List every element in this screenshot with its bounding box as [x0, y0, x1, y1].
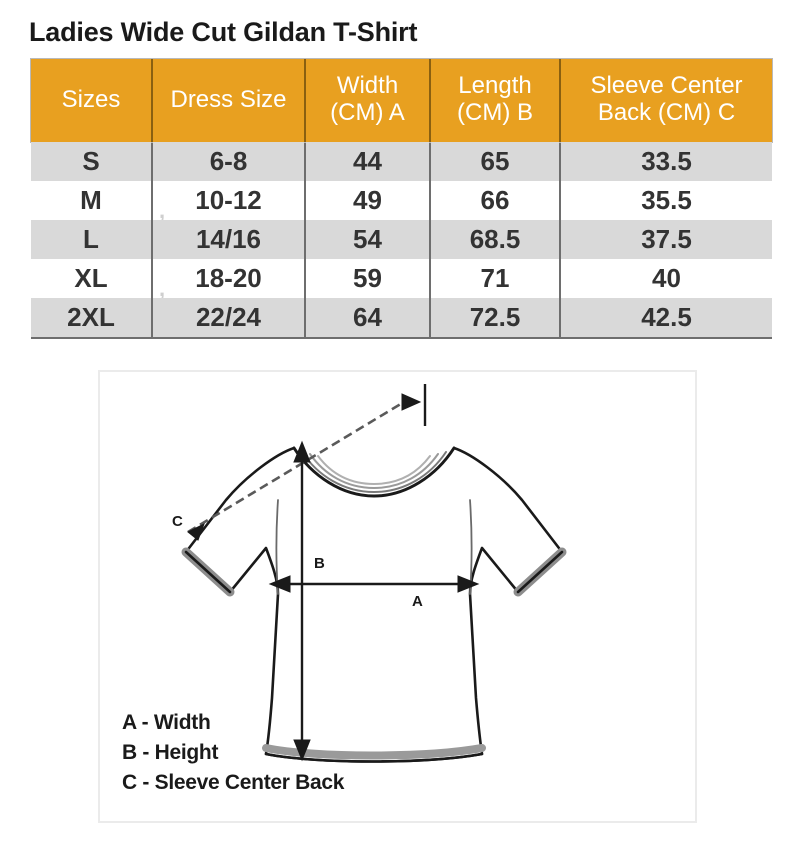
table-body: S 6-8 44 65 33.5 M , 10-12 49 66 35.5 L 1…: [31, 141, 772, 339]
measure-a-arrowhead-left: [268, 575, 291, 593]
table-row: L 14/16 54 68.5 37.5: [31, 219, 772, 259]
table-row: S 6-8 44 65 33.5: [31, 141, 772, 181]
shirt-collar-rib-1: [301, 451, 447, 493]
cell-size: L: [31, 219, 153, 259]
column-header-sleeve: Sleeve Center Back (CM) C: [560, 58, 772, 142]
bottom-hem: [262, 744, 486, 760]
measure-a-group: A: [268, 575, 480, 610]
measurement-illustration-panel: C B A A - Width B - Height C - Sleeve Ce…: [98, 370, 697, 823]
cell-length: 65: [430, 141, 561, 181]
cell-width: 54: [305, 219, 431, 259]
table-row: XL , 18-20 59 71 40: [31, 258, 772, 301]
cell-dress-size: 14/16: [152, 219, 306, 259]
column-header-width: Width (CM) A: [305, 58, 431, 142]
right-armhole-seam: [469, 499, 473, 595]
measure-a-label: A: [412, 593, 423, 610]
left-armhole-seam: [275, 499, 279, 595]
measure-b-arrowhead-bottom: [293, 739, 311, 762]
cell-dress-size: , 18-20: [152, 258, 306, 301]
tshirt-diagram: C B A: [172, 384, 567, 763]
cell-length: 72.5: [430, 297, 561, 339]
table-row: M , 10-12 49 66 35.5: [31, 180, 772, 223]
column-header-dress-size: Dress Size: [152, 58, 306, 142]
size-chart-table: Sizes Dress Size Width (CM) A Length (CM…: [30, 57, 773, 339]
column-header-dress-size-line1: Dress Size: [170, 85, 287, 113]
cell-sleeve: 35.5: [560, 180, 772, 220]
column-header-sleeve-line1: Sleeve Center: [590, 72, 743, 100]
cell-width: 44: [305, 141, 431, 181]
cell-size: 2XL: [31, 297, 153, 339]
cell-dress-size-text: 10-12: [195, 184, 262, 215]
column-header-width-line1: Width: [336, 72, 399, 100]
column-header-length: Length (CM) B: [430, 58, 561, 142]
legend-item-c: C - Sleeve Center Back: [122, 770, 345, 794]
table-header-row: Sizes Dress Size Width (CM) A Length (CM…: [30, 57, 773, 143]
cell-sleeve: 33.5: [560, 141, 772, 181]
cell-size: S: [31, 141, 153, 181]
cell-length: 71: [430, 258, 561, 298]
cell-width: 49: [305, 180, 431, 220]
measure-c-label: C: [172, 513, 183, 530]
table-header: Sizes Dress Size Width (CM) A Length (CM…: [30, 57, 773, 143]
shirt-collar-rib-3: [317, 455, 431, 485]
column-header-length-line1: Length: [458, 72, 532, 100]
cell-dress-size-text: 18-20: [195, 262, 262, 293]
cell-size: M: [31, 180, 153, 220]
measurement-legend: A - Width B - Height C - Sleeve Center B…: [122, 708, 344, 797]
cell-length: 66: [430, 180, 561, 220]
measure-a-arrowhead-right: [457, 575, 480, 593]
column-header-sleeve-line2: Back (CM) C: [597, 99, 736, 127]
table-row: 2XL 22/24 64 72.5 42.5: [31, 297, 772, 339]
cell-dress-size: 6-8: [152, 141, 306, 181]
cell-width: 64: [305, 297, 431, 339]
measure-b-label: B: [314, 555, 325, 572]
measure-c-line: [187, 400, 405, 534]
cell-dress-size: 22/24: [152, 297, 306, 339]
cell-length: 68.5: [430, 219, 561, 259]
cell-sleeve: 37.5: [560, 219, 772, 259]
column-header-length-line2: (CM) B: [457, 99, 533, 127]
column-header-sizes: Sizes: [31, 58, 153, 142]
measure-b-group: B: [293, 440, 325, 762]
cell-sleeve: 42.5: [560, 297, 772, 339]
column-header-width-line2: (CM) A: [330, 99, 405, 127]
page-title: Ladies Wide Cut Gildan T-Shirt: [29, 17, 418, 47]
cell-width: 59: [305, 258, 431, 298]
measure-c-arrowhead-right: [401, 393, 422, 411]
legend-item-a: A - Width: [122, 711, 211, 734]
shirt-collar-outer: [292, 446, 456, 498]
legend-item-b: B - Height: [122, 740, 219, 764]
measure-c-group: C: [172, 384, 427, 541]
cell-dress-size: , 10-12: [152, 180, 306, 223]
cell-sleeve: 40: [560, 258, 772, 298]
measure-c-arrowhead-left: [187, 522, 205, 541]
cell-size: XL: [31, 258, 153, 298]
column-header-sizes-line1: Sizes: [61, 85, 121, 113]
shirt-collar-rib-2: [309, 453, 439, 489]
measure-b-arrowhead-top: [293, 440, 311, 463]
